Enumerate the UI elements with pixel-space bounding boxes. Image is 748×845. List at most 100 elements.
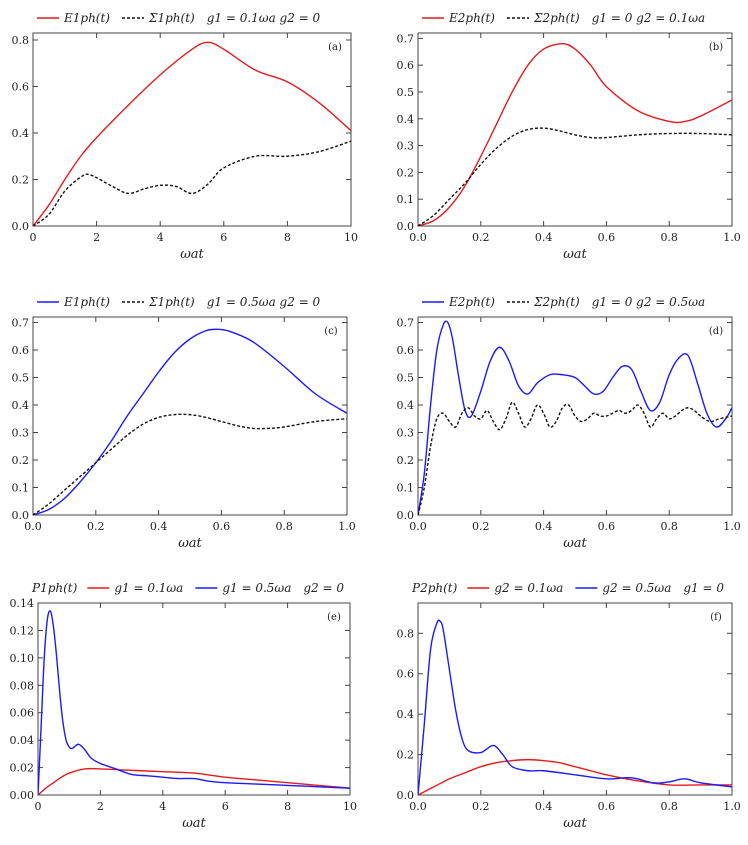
- y-tick-label: 0.06: [10, 707, 35, 720]
- legend-params: g2 = 0: [303, 581, 344, 595]
- legend-entry: Σ2ph(t): [533, 295, 580, 309]
- x-tick-label: 1.0: [723, 800, 741, 813]
- series-group: [418, 43, 732, 226]
- legend-params: g1 = 0 g2 = 0.5ωa: [592, 295, 705, 309]
- x-axis-label: ωat: [180, 247, 204, 262]
- y-tick-label: 0.02: [10, 762, 35, 775]
- x-tick-label: 0.8: [275, 520, 293, 533]
- series-group: [33, 41, 351, 226]
- y-tick-label: 0.2: [12, 454, 30, 467]
- panel-e: 0 2 4 6 8 10 0.00 0.02 0.04 0.06 0.08 0.10 0.12 0.14 ω…: [10, 581, 358, 831]
- x-axis-label: ωat: [563, 816, 587, 831]
- legend-entry: g2 = 0.5ωa: [602, 581, 671, 595]
- y-tick-label: 0.4: [397, 708, 415, 721]
- panel-c: 0.0 0.2 0.4 0.6 0.8 1.0 0.0 0.1 0.2 0.3 0.4 0.5 0.6 0…: [12, 295, 356, 551]
- y-tick-label: 0.5: [397, 372, 415, 385]
- plot-frame: [37, 602, 351, 796]
- series-line-2: [33, 140, 351, 226]
- x-tick-label: 1.0: [723, 231, 741, 244]
- y-tick-label: 0.6: [397, 668, 415, 681]
- y-tick-label: 0.4: [12, 127, 30, 140]
- series-group: [418, 320, 732, 515]
- plot-frame: [417, 602, 733, 796]
- legend-params: g1 = 0.5ωa g2 = 0: [207, 295, 321, 309]
- y-tick-label: 0.1: [397, 482, 415, 495]
- x-axis-label: ωat: [178, 536, 202, 551]
- y-tick-label: 0.6: [12, 80, 30, 93]
- y-tick-label: 0.8: [397, 627, 415, 640]
- x-tick-label: 6: [222, 800, 229, 813]
- series-line-2: [418, 401, 732, 515]
- x-tick-label: 0.6: [598, 520, 616, 533]
- y-tick-label: 0.2: [397, 166, 415, 179]
- x-tick-label: 0: [35, 800, 42, 813]
- x-tick-label: 8: [284, 231, 291, 244]
- y-tick-label: 0.4: [397, 399, 415, 412]
- panel-label-d: (d): [709, 326, 723, 337]
- x-tick-label: 0.2: [472, 231, 490, 244]
- legend-params: g1 = 0: [683, 581, 724, 595]
- x-tick-label: 8: [284, 800, 291, 813]
- legend-title: P1ph(t): [31, 581, 78, 595]
- y-tick-label: 0.2: [397, 749, 415, 762]
- x-tick-label: 0.4: [535, 520, 553, 533]
- x-tick-label: 10: [344, 231, 358, 244]
- series-group: [38, 610, 350, 795]
- x-tick-label: 10: [343, 800, 357, 813]
- x-tick-label: 0.4: [535, 800, 553, 813]
- y-tick-label: 0.4: [12, 399, 30, 412]
- legend-entry: Σ1ph(t): [148, 11, 195, 25]
- y-tick-label: 0.04: [10, 734, 35, 747]
- series-line-1: [38, 767, 350, 795]
- x-tick-label: 0.8: [660, 520, 678, 533]
- y-tick-label: 0.6: [12, 344, 30, 357]
- plot-frame: [32, 316, 348, 516]
- series-line-1: [418, 758, 732, 795]
- panel-d: 0.0 0.2 0.4 0.6 0.8 1.0 0.0 0.1 0.2 0.3 0.4 0.5 0.6 0…: [397, 295, 741, 551]
- x-tick-label: 0.6: [598, 800, 616, 813]
- y-tick-label: 0.6: [397, 344, 415, 357]
- x-tick-label: 0.4: [535, 231, 553, 244]
- y-tick-label: 0.4: [397, 113, 415, 126]
- x-tick-label: 0.8: [660, 800, 678, 813]
- panel-label-b: (b): [709, 42, 723, 53]
- x-tick-label: 0.2: [472, 520, 490, 533]
- x-tick-label: 0.0: [409, 520, 427, 533]
- panel-f: 0.0 0.2 0.4 0.6 0.8 1.0 0.0 0.2 0.4 0.6 0.8 ωat (f) P…: [397, 581, 741, 831]
- y-tick-label: 0.0: [397, 509, 415, 522]
- y-tick-label: 0.1: [397, 193, 415, 206]
- x-tick-label: 0: [30, 231, 37, 244]
- panel-b: 0.0 0.2 0.4 0.6 0.8 1.0 0.0 0.1 0.2 0.3 0.4 0.5 0.6 0…: [397, 11, 741, 262]
- panel-label-c: (c): [324, 326, 338, 337]
- series-group: [418, 619, 732, 795]
- legend-entry: E1ph(t): [63, 11, 110, 25]
- y-tick-label: 0.7: [397, 317, 415, 330]
- y-tick-label: 0.7: [397, 32, 415, 45]
- x-tick-label: 0.2: [87, 520, 105, 533]
- x-tick-label: 0.6: [598, 231, 616, 244]
- x-tick-label: 0.4: [150, 520, 168, 533]
- x-axis-label: ωat: [182, 816, 206, 831]
- legend-params: g1 = 0 g2 = 0.1ωa: [592, 11, 705, 25]
- x-tick-label: 0.6: [213, 520, 231, 533]
- x-axis-label: ωat: [563, 536, 587, 551]
- series-group: [33, 328, 347, 515]
- series-line-2: [38, 610, 350, 795]
- y-tick-label: 0.3: [397, 140, 415, 153]
- x-tick-label: 6: [220, 231, 227, 244]
- plot-frame: [417, 32, 733, 227]
- x-tick-label: 1.0: [338, 520, 356, 533]
- y-tick-label: 0.3: [12, 427, 30, 440]
- x-tick-label: 0.0: [409, 231, 427, 244]
- x-tick-label: 4: [159, 800, 166, 813]
- y-tick-label: 0.6: [397, 59, 415, 72]
- legend-entry: g1 = 0.5ωa: [222, 581, 291, 595]
- series-line-1: [418, 43, 732, 226]
- x-tick-label: 2: [97, 800, 104, 813]
- x-tick-label: 0.8: [660, 231, 678, 244]
- series-line-2: [33, 413, 347, 515]
- y-tick-label: 0.3: [397, 427, 415, 440]
- series-line-2: [418, 619, 732, 795]
- panel-label-e: (e): [327, 612, 341, 623]
